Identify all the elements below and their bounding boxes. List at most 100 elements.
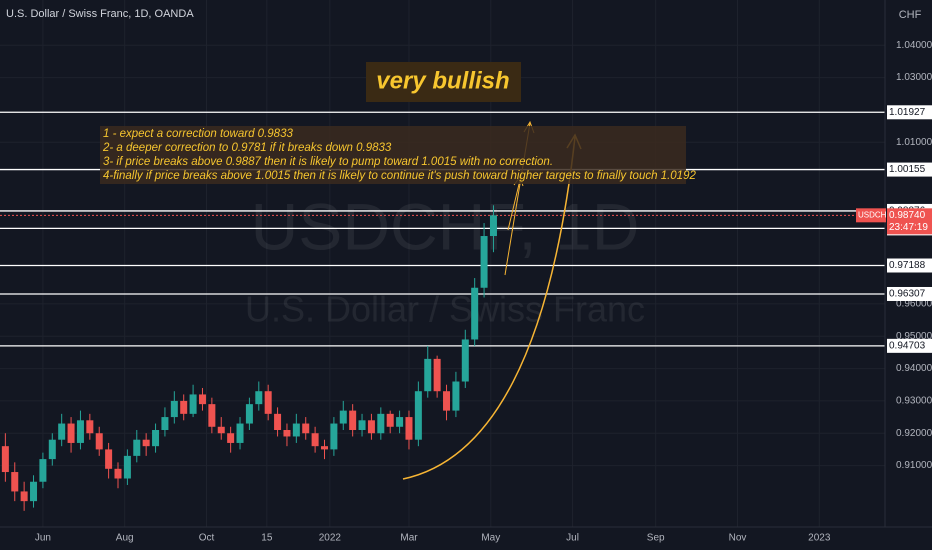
candle-body [198, 394, 206, 405]
x-tick-label: Mar [400, 533, 418, 544]
candle-body [189, 394, 197, 414]
candle-body [217, 426, 225, 434]
candle-body [161, 417, 169, 431]
countdown: 23:47:19 [889, 222, 928, 233]
level-label-box [887, 286, 932, 301]
symbol-box [856, 208, 886, 223]
notes: 1 - expect a correction toward 0.9833 2- … [102, 128, 696, 182]
candle-body [414, 391, 422, 440]
candle-body [255, 391, 263, 405]
candle-body [339, 410, 347, 424]
level-label-box [887, 105, 932, 120]
candle-body [292, 423, 300, 437]
note-line: 3- if price breaks above 0.9887 then it … [103, 156, 553, 168]
x-tick-label: Oct [199, 533, 215, 544]
candle-body [471, 287, 479, 340]
note-line: 2- a deeper correction to 0.9781 if it b… [102, 142, 392, 154]
headline: very bullish [376, 67, 509, 94]
x-tick-label: Aug [116, 533, 134, 544]
curve-arrow [402, 136, 576, 480]
candle-body [86, 420, 94, 434]
candle-body [367, 420, 375, 434]
candle-body [377, 413, 385, 434]
candle-body [133, 439, 141, 456]
candle-body [358, 420, 366, 431]
candle-body [1, 446, 9, 473]
last-price-box [887, 208, 932, 235]
x-tick-label: Nov [729, 533, 747, 544]
level-label-box [887, 338, 932, 353]
watermark: USDCHF, 1D [251, 189, 640, 263]
note-line: 4-finally if price breaks above 1.0015 t… [103, 170, 696, 182]
candle-body [30, 481, 38, 502]
y-tick-label: 0.91000 [896, 460, 932, 471]
candle-body [114, 468, 122, 479]
candle-body [424, 358, 432, 392]
y-tick-label: 0.94000 [896, 363, 932, 374]
x-tick-label: 2023 [808, 533, 831, 544]
candle-body [264, 391, 272, 414]
candle-body [76, 420, 84, 443]
level-label: 0.96307 [889, 289, 926, 300]
candle-body [95, 433, 103, 450]
candle-body [433, 358, 441, 392]
y-tick-label: 0.92000 [896, 428, 932, 439]
y-tick-label: 1.01000 [896, 137, 932, 148]
level-label: 1.00155 [889, 164, 926, 175]
candles [1, 205, 497, 511]
candle-body [11, 472, 19, 492]
candle-body [405, 417, 413, 440]
candle-body [321, 446, 328, 450]
y-tick-label: 1.03000 [896, 72, 932, 83]
candle-body [227, 433, 235, 443]
x-tick-label: Sep [647, 533, 665, 544]
candle-body [123, 455, 131, 479]
candle-body [480, 236, 488, 288]
currency: CHF [899, 9, 922, 21]
candle-body [311, 433, 319, 447]
candle-body [274, 413, 282, 431]
candle-body [105, 449, 113, 469]
level-label: 0.97188 [889, 260, 926, 271]
candle-body [489, 215, 497, 237]
level-label-box [887, 162, 932, 177]
candle-body [443, 391, 451, 411]
x-tick-label: Jun [35, 533, 51, 544]
notes-box [100, 126, 686, 184]
x-tick-label: May [481, 533, 500, 544]
candle-body [386, 413, 394, 427]
level-label-box [887, 258, 932, 273]
candle-body [48, 439, 56, 460]
y-tick-label: 0.95000 [896, 331, 932, 342]
y-tick-label: 1.04000 [896, 40, 932, 51]
candle-body [39, 459, 47, 482]
note-line: 1 - expect a correction toward 0.9833 [103, 128, 293, 140]
candle-body [208, 404, 216, 427]
candle-body [152, 430, 160, 447]
candle-body [180, 400, 188, 414]
candle-body [283, 430, 291, 437]
headline-box [366, 62, 521, 102]
candle-body [58, 423, 66, 440]
candle-body [67, 423, 75, 443]
candle-body [349, 410, 357, 431]
y-tick-label: 0.93000 [896, 396, 932, 407]
watermark-subtitle: U.S. Dollar / Swiss Franc [245, 289, 645, 330]
header: U.S. Dollar / Swiss Franc, 1D, OANDA [6, 8, 194, 20]
candle-body [236, 423, 244, 443]
candle-body [461, 339, 469, 382]
candle-body [170, 400, 178, 418]
candle-body [396, 417, 404, 427]
candle-body [302, 423, 310, 434]
candle-body [142, 439, 150, 447]
candle-body [330, 423, 338, 450]
symbol: USDCHF [858, 210, 891, 219]
x-tick-label: Jul [566, 533, 579, 544]
level-label: 1.01927 [889, 107, 926, 118]
x-tick-label: 15 [261, 533, 273, 544]
level-label: 0.94703 [889, 340, 926, 351]
candle-body [20, 491, 28, 502]
candle-body [245, 404, 253, 424]
last-price: 0.98740 [889, 210, 926, 221]
